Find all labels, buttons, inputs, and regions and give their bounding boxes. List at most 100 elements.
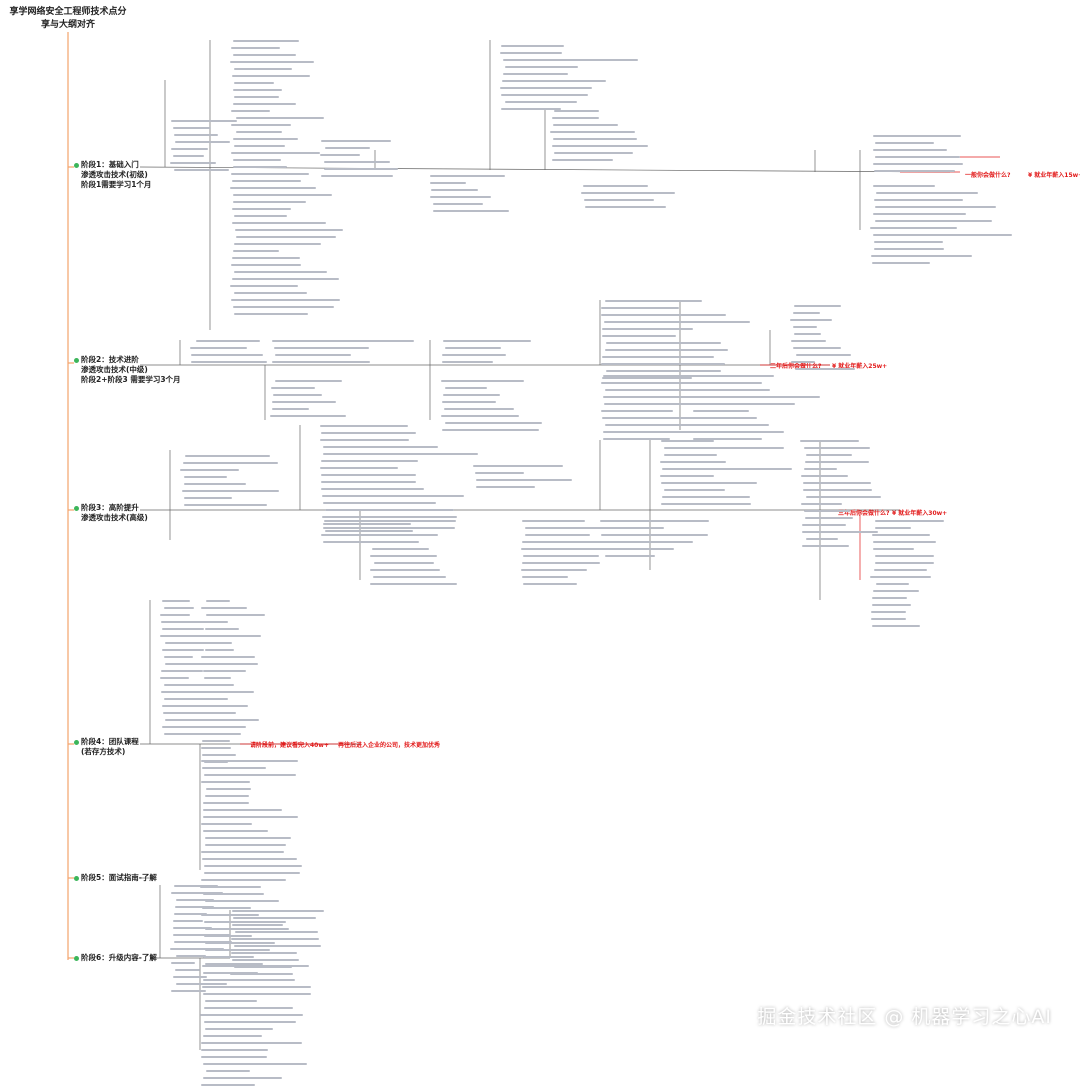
leaf-node-text (691, 382, 763, 384)
leaf-node-text (695, 375, 775, 377)
leaf-node-text (205, 1028, 273, 1030)
leaf-node-text (872, 597, 907, 599)
leaf-node-text (271, 340, 414, 342)
stage-4-node[interactable]: 阶段4：团队课程 (若存方技术) (74, 737, 139, 757)
leaf-node-text (604, 424, 748, 426)
leaf-node-text (804, 447, 870, 449)
leaf-node-text (523, 555, 599, 557)
leaf-node-text (602, 438, 671, 440)
leaf-node-text (605, 342, 722, 344)
leaf-node-text (231, 208, 292, 210)
leaf-node-text (804, 468, 837, 470)
leaf-node-text (600, 314, 726, 316)
leaf-node-text (200, 914, 259, 916)
leaf-node-text (445, 347, 501, 349)
leaf-node-text (320, 432, 416, 434)
leaf-node-text (804, 510, 851, 512)
leaf-node-text (233, 250, 279, 252)
leaf-node-text (873, 199, 963, 201)
leaf-node-text (231, 152, 321, 154)
leaf-node-text (874, 248, 945, 250)
leaf-node-text (475, 479, 573, 481)
leaf-node-text (554, 152, 633, 154)
stage-3-question: 三年后你会做什么? (838, 510, 890, 517)
leaf-node-text (550, 131, 636, 133)
leaf-node-text (320, 534, 398, 536)
watermark: 掘金技术社区 @ 机器学习之心AI (757, 1006, 1052, 1028)
leaf-node-text (174, 885, 218, 887)
leaf-node-text (443, 394, 500, 396)
leaf-node-text (233, 166, 288, 168)
leaf-node-text (165, 663, 209, 665)
stage-dot-icon (74, 956, 79, 961)
leaf-node-text (174, 941, 232, 943)
leaf-node-text (172, 127, 211, 129)
leaf-node-text (230, 973, 294, 975)
leaf-node-text (200, 607, 248, 609)
leaf-node-text (322, 541, 382, 543)
leaf-node-text (601, 534, 709, 536)
stage-5-title: 阶段5：面试指南-了解 (81, 873, 157, 882)
leaf-node-text (370, 555, 438, 557)
leaf-node-text (205, 1070, 251, 1072)
leaf-node-text (873, 541, 936, 543)
leaf-node-text (552, 117, 599, 119)
leaf-node-text (444, 408, 514, 410)
leaf-node-text (230, 173, 309, 175)
leaf-node-text (321, 175, 394, 177)
leaf-node-text (202, 816, 298, 818)
leaf-node-text (872, 135, 961, 137)
stage-5-node[interactable]: 阶段5：面试指南-了解 (74, 873, 157, 883)
leaf-node-text (805, 538, 838, 540)
leaf-node-text (431, 189, 478, 191)
leaf-node-text (504, 101, 578, 103)
leaf-node-text (874, 520, 945, 522)
leaf-node-text (445, 422, 543, 424)
leaf-node-text (600, 520, 709, 522)
leaf-node-text (204, 935, 253, 937)
leaf-node-text (231, 910, 325, 912)
stage-2-node[interactable]: 阶段2：技术进阶 渗透攻击技术(中级) 阶段2+阶段3 需要学习3个月 (74, 355, 181, 385)
leaf-node-text (160, 621, 206, 623)
leaf-node-text (600, 363, 725, 365)
leaf-node-text (603, 403, 699, 405)
leaf-node-text (552, 124, 618, 126)
stage-3-node[interactable]: 阶段3：高阶提升 渗透攻击技术(高级) (74, 503, 148, 523)
leaf-node-text (474, 472, 525, 474)
leaf-node-text (203, 1035, 262, 1037)
stage-dot-icon (74, 740, 79, 745)
stage-1-subtitle: 渗透攻击技术(初级) (81, 170, 148, 179)
leaf-node-text (170, 162, 216, 164)
leaf-node-text (165, 642, 224, 644)
stage-1-node[interactable]: 阶段1：基础入门 渗透攻击技术(初级) 阶段1需要学习1个月 (74, 160, 151, 190)
leaf-node-text (603, 321, 751, 323)
leaf-node-text (801, 545, 849, 547)
leaf-node-text (203, 956, 255, 958)
leaf-node-text (162, 600, 190, 602)
stage-6-node[interactable]: 阶段6：升级内容-了解 (74, 953, 157, 963)
leaf-node-text (320, 425, 408, 427)
leaf-node-text (233, 313, 309, 315)
leaf-node-text (500, 108, 562, 110)
leaf-node-text (874, 569, 928, 571)
leaf-node-text (203, 635, 262, 637)
leaf-node-text (203, 774, 297, 776)
leaf-node-text (442, 354, 507, 356)
leaf-node-text (230, 61, 314, 63)
leaf-node-text (203, 893, 264, 895)
leaf-node-text (875, 583, 909, 585)
leaf-node-text (872, 590, 920, 592)
leaf-node-text (805, 454, 853, 456)
leaf-node-text (162, 649, 205, 651)
stage-dot-icon (74, 163, 79, 168)
leaf-node-text (203, 809, 282, 811)
leaf-node-text (442, 429, 540, 431)
leaf-node-text (664, 447, 785, 449)
leaf-node-text (442, 340, 531, 342)
leaf-node-text (204, 663, 258, 665)
leaf-node-text (430, 175, 505, 177)
leaf-node-text (233, 103, 296, 105)
leaf-node-text (162, 726, 218, 728)
leaf-node-text (174, 169, 230, 171)
leaf-node-text (160, 614, 191, 616)
